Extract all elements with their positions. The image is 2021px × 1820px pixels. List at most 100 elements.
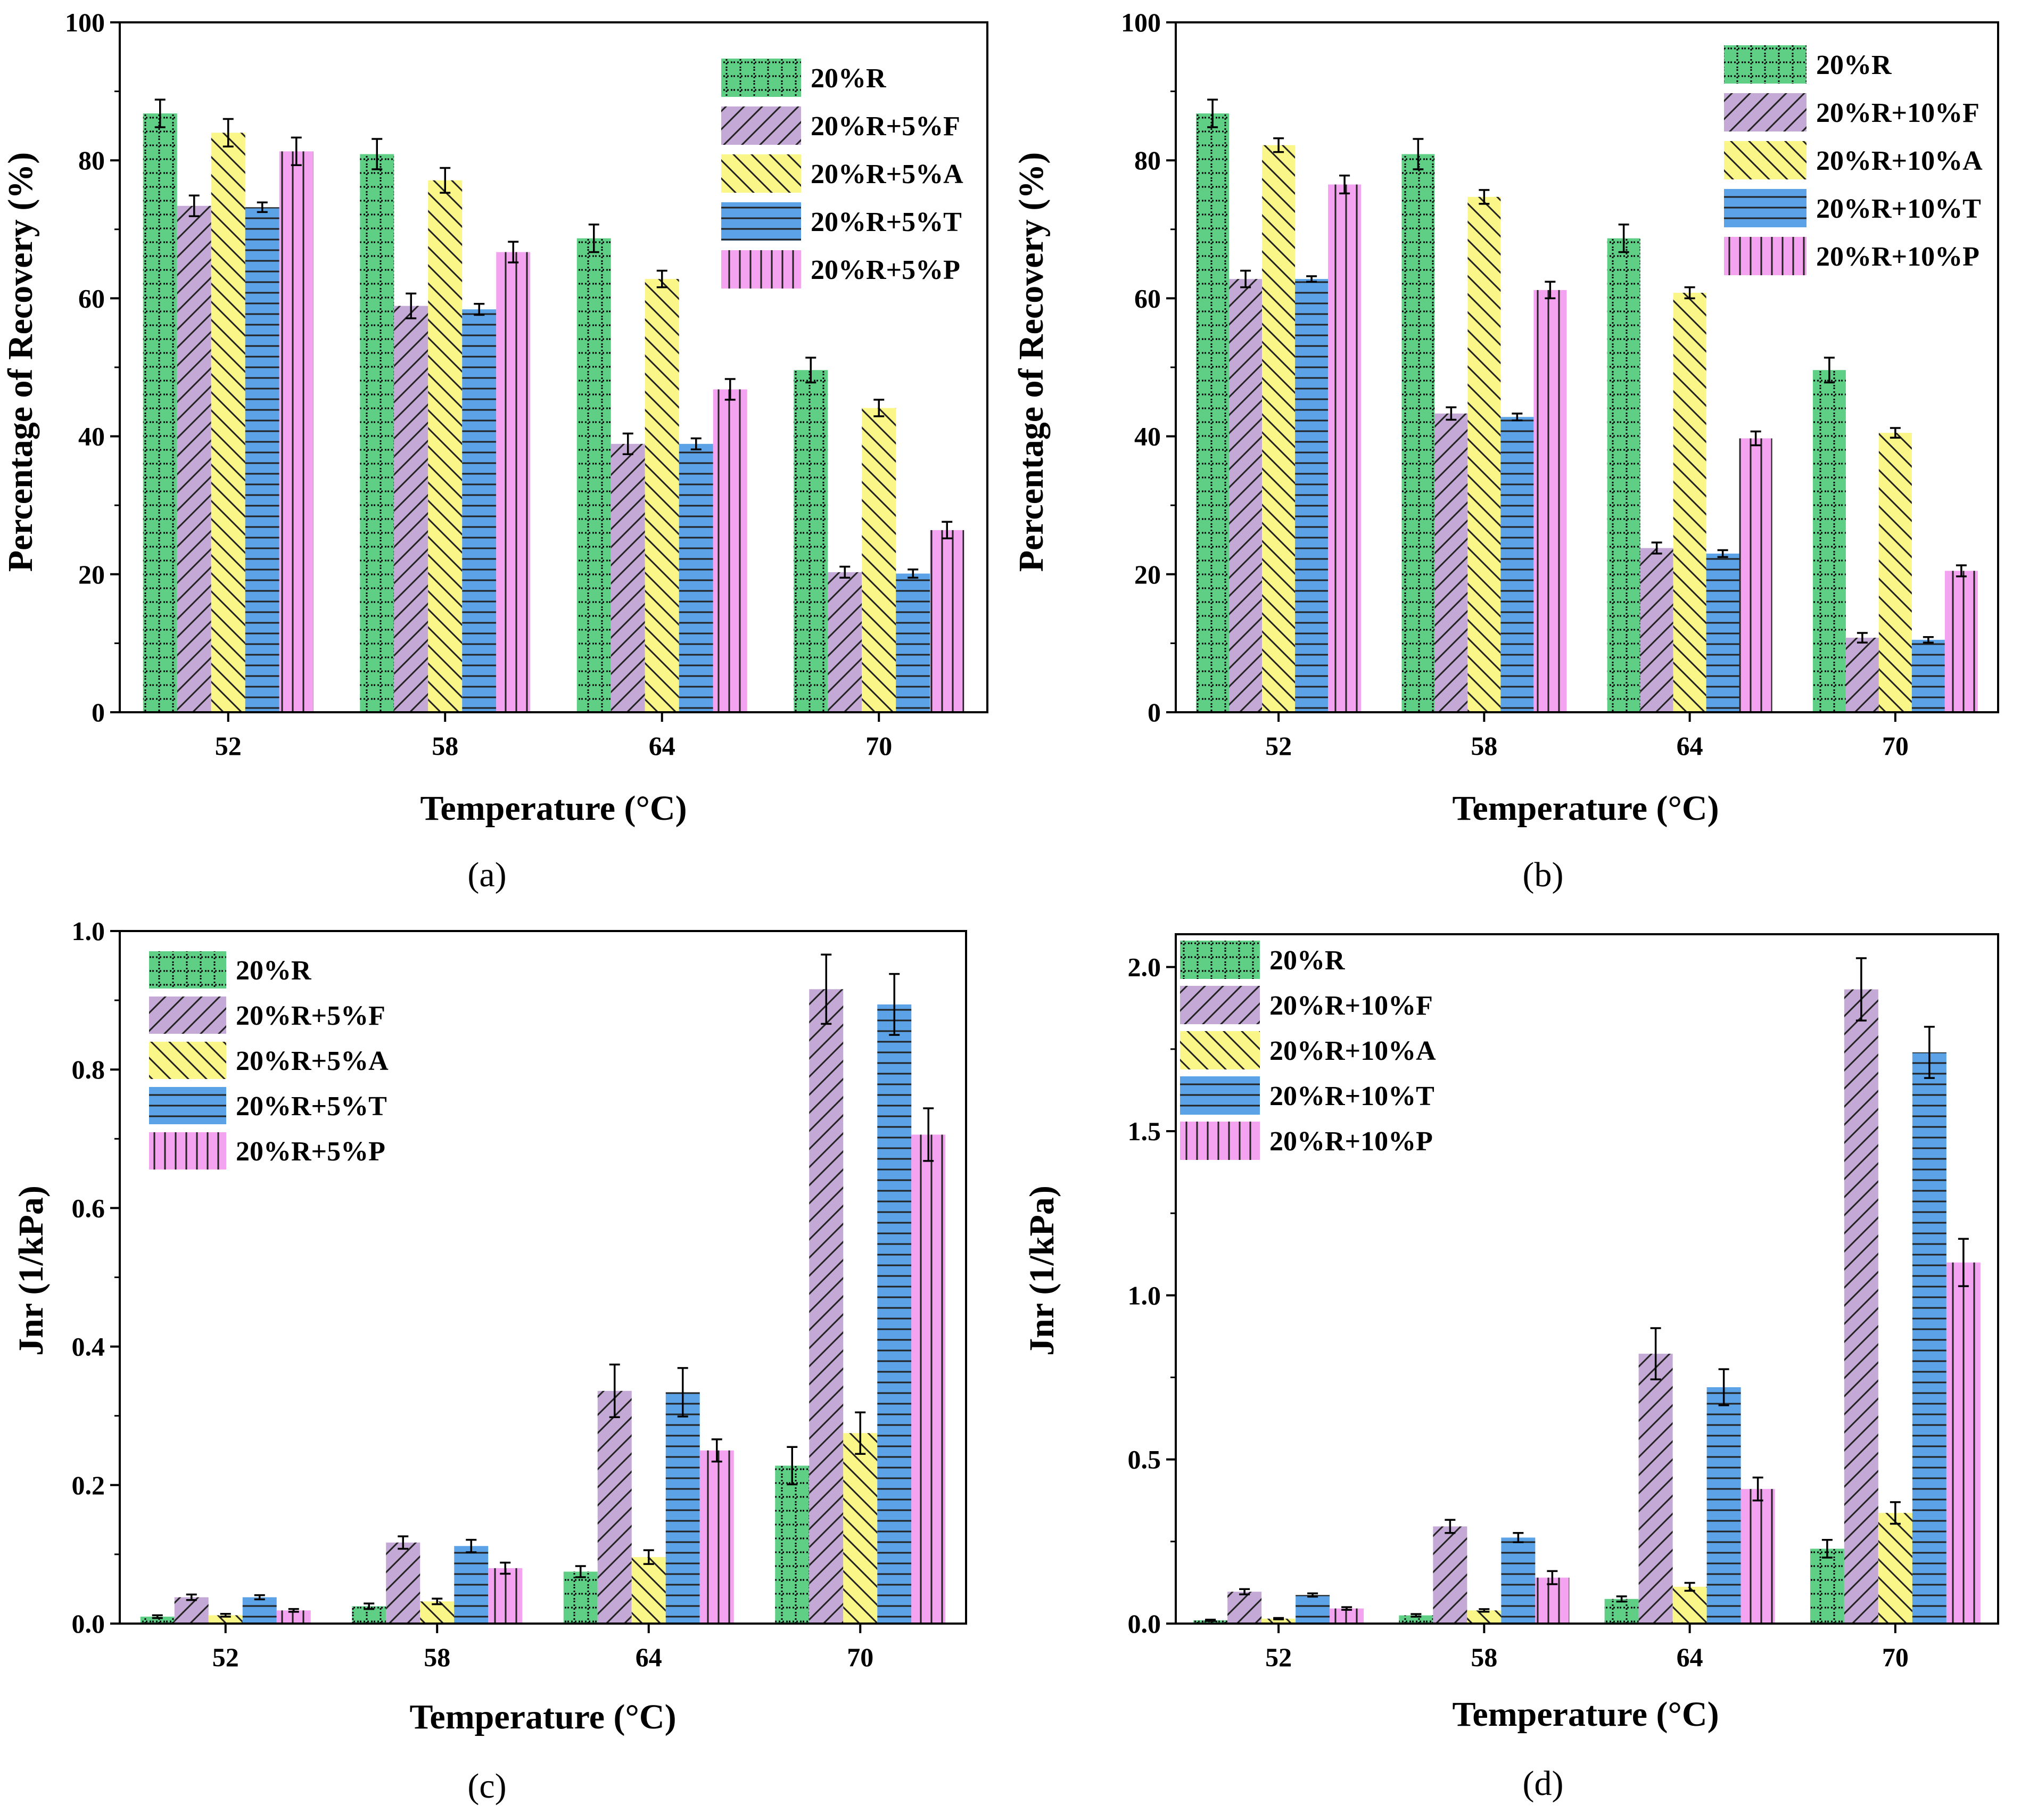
legend-swatch-F	[149, 997, 226, 1034]
bar-A-58	[428, 180, 463, 712]
error-bar-R-64	[1616, 1595, 1627, 1603]
error-bar-F-52	[186, 1593, 197, 1601]
bar-A-64	[1672, 1586, 1707, 1624]
error-bar-T-52	[254, 1594, 265, 1601]
legend-swatch-F	[721, 106, 801, 145]
y-tick-label: 100	[1121, 7, 1161, 37]
x-tick-label: 52	[1265, 1642, 1292, 1672]
bar-P-58	[496, 252, 531, 712]
error-bar-F-64	[622, 432, 633, 456]
bar-T-58	[454, 1546, 489, 1624]
error-bar-A-52	[222, 118, 234, 148]
plot-frame	[1175, 933, 1999, 1625]
legend-swatch-R	[721, 59, 801, 97]
x-tick-label: 52	[1265, 731, 1292, 761]
legend-label: 20%R	[236, 956, 312, 986]
bar-T-58	[1501, 1537, 1536, 1624]
legend-swatch-R	[1724, 45, 1806, 84]
bar-T-70	[1912, 1052, 1946, 1624]
legend-label: 20%R	[811, 63, 887, 94]
error-bar-T-64	[690, 437, 702, 450]
legend: 20%R 20%R+5%F 20%R+5%A 20%R+5%T 20%R+5%P	[721, 59, 963, 289]
legend-label: 20%R+10%F	[1269, 991, 1433, 1021]
error-bar-F-52	[1240, 269, 1251, 289]
legend-label: 20%R	[1269, 945, 1346, 976]
error-bar-R-52	[154, 98, 166, 128]
error-bar-A-70	[855, 1411, 866, 1455]
error-bar-A-58	[440, 167, 451, 194]
error-bar-A-64	[643, 1549, 654, 1565]
bar-P-70	[1946, 1262, 1981, 1624]
y-tick-label: 40	[78, 422, 105, 451]
chart-panel-b: 0 20 40 60 80 100 52 58 64 70 20%R 20%R+10%F 20%R+10…	[1011, 0, 2021, 909]
legend-label: 20%R+5%F	[236, 1001, 385, 1031]
error-bar-F-52	[1239, 1588, 1250, 1595]
bar-T-64	[665, 1392, 700, 1624]
legend-swatch-A	[1724, 141, 1806, 179]
legend-swatch-F	[1180, 986, 1260, 1024]
error-bar-A-52	[1273, 1617, 1284, 1620]
bar-F-64	[597, 1390, 632, 1624]
x-tick-label: 52	[212, 1642, 239, 1672]
error-bar-F-58	[406, 292, 417, 319]
error-bar-F-70	[1855, 957, 1867, 1022]
bar-T-64	[1706, 553, 1739, 712]
legend-label: 20%R+10%T	[1269, 1081, 1434, 1111]
legend-label: 20%R+10%T	[1816, 194, 1981, 224]
bar-F-52	[174, 1597, 209, 1624]
bar-F-70	[1844, 989, 1878, 1624]
legend-label: 20%R+10%F	[1816, 98, 1979, 128]
bar-T-58	[462, 309, 497, 712]
x-tick-label: 64	[636, 1642, 662, 1672]
bar-P-58	[488, 1568, 523, 1624]
bar-R-52	[1193, 1620, 1228, 1624]
legend-swatch-P	[721, 250, 801, 289]
error-bar-F-52	[188, 194, 200, 217]
x-tick-label: 58	[432, 731, 458, 761]
error-bar-R-64	[575, 1565, 586, 1578]
error-bar-A-64	[1684, 1582, 1695, 1592]
legend-swatch-T	[1180, 1076, 1260, 1115]
error-bar-F-58	[1445, 1519, 1456, 1534]
chart-panel-c: 0.0 0.2 0.4 0.6 0.8 1.0 52 58 64 70 20%R 20%R+5%F 20…	[0, 909, 1010, 1817]
bar-R-64	[1604, 1599, 1639, 1624]
bar-R-64	[576, 238, 611, 712]
error-bar-T-58	[1512, 413, 1523, 422]
panel-caption: (d)	[1523, 1764, 1564, 1803]
legend-label: 20%R+5%T	[236, 1091, 387, 1122]
legend-label: 20%R+5%T	[811, 207, 962, 237]
error-bar-T-70	[908, 568, 919, 579]
error-bar-A-70	[873, 399, 885, 417]
bar-F-52	[1229, 279, 1263, 712]
legend-label: 20%R+10%P	[1816, 242, 1979, 272]
legend: 20%R 20%R+10%F 20%R+10%A 20%R+10%T 20%R+10%P	[1724, 45, 1983, 275]
y-tick-label: 0	[1148, 697, 1161, 727]
error-bar-F-64	[609, 1363, 620, 1419]
error-bar-A-64	[656, 269, 667, 289]
legend-swatch-P	[1724, 237, 1806, 275]
error-bar-T-64	[677, 1367, 688, 1418]
panel-caption: (b)	[1523, 855, 1564, 894]
error-bar-P-70	[923, 1107, 934, 1162]
error-bar-F-70	[821, 953, 832, 1025]
bar-R-52	[1196, 113, 1230, 712]
bar-R-58	[1399, 1615, 1433, 1624]
bar-P-58	[1533, 290, 1567, 712]
y-axis-title: Jnr (1/kPa)	[12, 1185, 51, 1356]
error-bar-T-70	[1923, 636, 1934, 644]
error-bar-T-58	[474, 303, 485, 316]
bar-F-64	[1640, 548, 1673, 712]
error-bar-P-58	[1547, 1570, 1558, 1585]
legend-swatch-F	[1724, 93, 1806, 131]
y-tick-label: 20	[1134, 559, 1161, 589]
bar-F-70	[1845, 638, 1879, 712]
legend-label: 20%R+5%A	[811, 159, 963, 190]
bar-A-52	[1262, 145, 1296, 712]
bar-A-70	[862, 408, 896, 712]
error-bar-F-58	[1446, 406, 1457, 421]
error-bar-T-52	[1306, 275, 1317, 283]
error-bar-P-64	[1750, 430, 1761, 447]
y-tick-label: 40	[1134, 422, 1161, 451]
y-tick-label: 1.0	[1128, 1280, 1161, 1310]
bar-A-52	[1261, 1618, 1296, 1624]
